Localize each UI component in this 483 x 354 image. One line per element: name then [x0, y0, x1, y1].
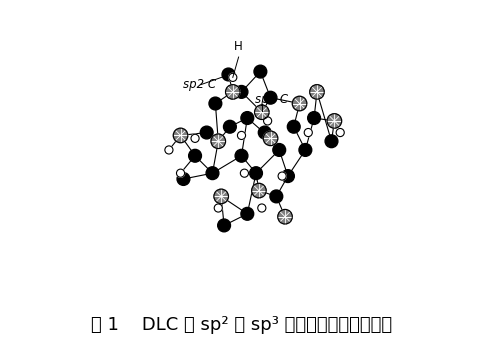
Circle shape [238, 131, 245, 139]
Circle shape [218, 219, 230, 232]
Text: H: H [234, 40, 243, 53]
Circle shape [214, 204, 222, 212]
Circle shape [310, 85, 324, 99]
Text: sp2 C: sp2 C [184, 78, 216, 91]
Circle shape [252, 183, 266, 198]
Circle shape [336, 129, 344, 137]
Circle shape [241, 207, 254, 220]
Circle shape [189, 149, 201, 162]
Circle shape [273, 144, 285, 156]
Circle shape [255, 105, 269, 120]
Circle shape [278, 172, 286, 180]
Circle shape [287, 120, 300, 133]
Circle shape [191, 134, 199, 142]
Circle shape [254, 65, 267, 78]
Circle shape [250, 167, 262, 179]
Circle shape [282, 170, 294, 182]
Circle shape [224, 120, 236, 133]
Circle shape [214, 189, 228, 204]
Circle shape [263, 131, 278, 145]
Circle shape [235, 149, 248, 162]
Circle shape [235, 86, 248, 98]
Text: sp3 C: sp3 C [255, 93, 288, 105]
Circle shape [270, 190, 283, 203]
Circle shape [304, 129, 313, 137]
Circle shape [177, 173, 190, 185]
Circle shape [229, 73, 237, 81]
Circle shape [258, 126, 271, 139]
Circle shape [176, 169, 185, 177]
Circle shape [165, 146, 173, 154]
Circle shape [264, 117, 272, 125]
Circle shape [278, 210, 292, 224]
Circle shape [206, 167, 219, 179]
Circle shape [226, 85, 240, 99]
Circle shape [200, 126, 213, 139]
Circle shape [258, 204, 266, 212]
Circle shape [241, 169, 248, 177]
Circle shape [211, 134, 226, 149]
Circle shape [173, 128, 188, 143]
Circle shape [308, 112, 320, 124]
Circle shape [325, 135, 338, 148]
Circle shape [241, 112, 254, 124]
Circle shape [292, 96, 307, 111]
Circle shape [222, 68, 235, 81]
Circle shape [209, 97, 222, 110]
Circle shape [299, 144, 312, 156]
Text: 图 1    DLC 膜 sp² 和 sp³ 键碳原子杂化结构模型: 图 1 DLC 膜 sp² 和 sp³ 键碳原子杂化结构模型 [91, 316, 392, 334]
Circle shape [264, 91, 277, 104]
Circle shape [327, 114, 341, 128]
